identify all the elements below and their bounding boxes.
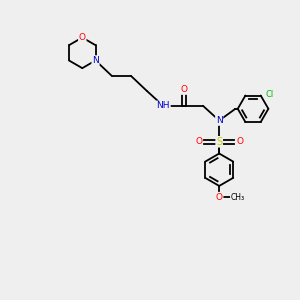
Text: CH₃: CH₃ [231, 193, 245, 202]
Text: O: O [216, 193, 223, 202]
Text: N: N [92, 56, 99, 65]
Text: S: S [216, 137, 222, 147]
Text: O: O [195, 137, 202, 146]
Text: Cl: Cl [266, 89, 274, 98]
Text: N: N [216, 116, 223, 125]
Text: O: O [236, 137, 243, 146]
Text: O: O [79, 33, 86, 42]
Text: O: O [180, 85, 188, 94]
Text: NH: NH [157, 101, 170, 110]
